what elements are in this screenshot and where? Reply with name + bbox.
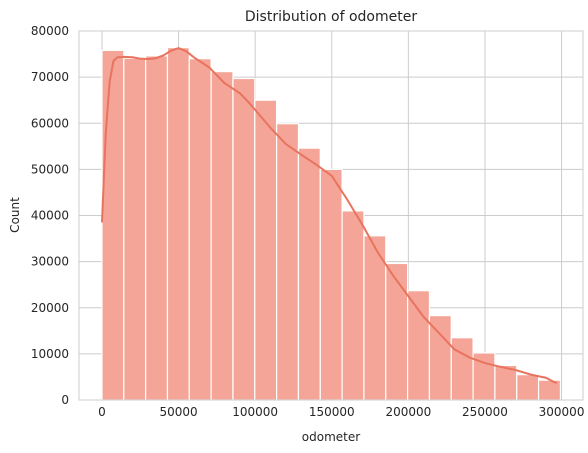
x-tick-label: 50000 <box>159 405 197 419</box>
y-tick-label: 30000 <box>31 255 69 269</box>
x-tick-label: 150000 <box>309 405 355 419</box>
histogram-bar <box>145 55 169 401</box>
y-tick-label: 70000 <box>31 70 69 84</box>
histogram-bar <box>319 168 343 401</box>
histogram-bar <box>516 374 540 401</box>
histogram-bar <box>166 47 190 401</box>
y-tick-label: 40000 <box>31 209 69 223</box>
y-tick-label: 20000 <box>31 301 69 315</box>
x-axis-ticks: 0 50000 100000 150000 200000 250000 300000 <box>98 405 584 419</box>
histogram-bar <box>254 99 278 401</box>
histogram-bar <box>210 70 234 401</box>
histogram-bar <box>385 262 409 401</box>
y-axis-ticks: 0 10000 20000 30000 40000 50000 60000 70000 8000… <box>31 24 69 407</box>
histogram-bar <box>494 364 518 401</box>
histogram-bar <box>232 77 256 401</box>
histogram-bars <box>101 47 562 401</box>
kde-curve <box>100 46 558 384</box>
x-tick-label: 0 <box>98 405 106 419</box>
x-tick-label: 300000 <box>539 405 585 419</box>
y-axis-label: Count <box>8 197 22 233</box>
y-tick-label: 50000 <box>31 162 69 176</box>
y-tick-label: 80000 <box>31 24 69 38</box>
y-tick-label: 0 <box>61 393 69 407</box>
x-tick-label: 100000 <box>232 405 278 419</box>
histogram-bar <box>406 290 431 401</box>
histogram-bar <box>450 337 474 401</box>
y-tick-label: 60000 <box>31 116 69 130</box>
x-tick-label: 250000 <box>462 405 508 419</box>
x-tick-label: 200000 <box>385 405 431 419</box>
y-tick-label: 10000 <box>31 347 69 361</box>
histogram-bar <box>428 314 452 401</box>
histogram-bar <box>101 49 125 401</box>
x-axis-label: odometer <box>302 430 360 444</box>
histogram-bar <box>537 379 562 401</box>
histogram-bar <box>276 123 300 401</box>
histogram-bar <box>123 57 147 401</box>
plot-frame <box>78 30 584 401</box>
chart-title: Distribution of odometer <box>245 9 417 25</box>
histogram-bar <box>341 210 365 401</box>
histogram-bar <box>297 147 321 401</box>
histogram-bar <box>188 58 212 401</box>
